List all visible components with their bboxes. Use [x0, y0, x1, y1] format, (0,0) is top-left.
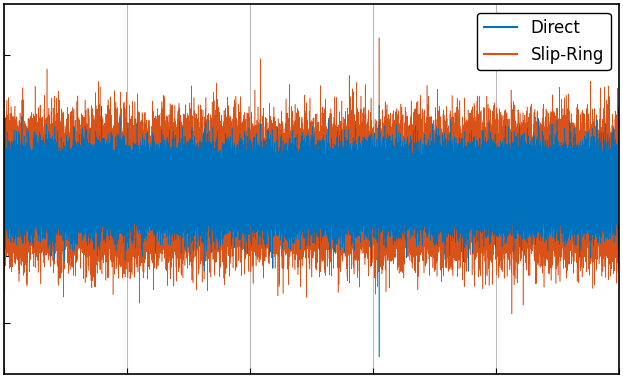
Direct — [1, 178, 8, 182]
Direct — [324, 195, 331, 200]
Slip-Ring — [75, 239, 83, 244]
Slip-Ring — [14, 159, 22, 164]
Direct — [558, 163, 565, 168]
Line: Slip-Ring: Slip-Ring — [4, 38, 619, 314]
Direct — [376, 103, 383, 107]
Slip-Ring — [558, 175, 565, 179]
Slip-Ring — [392, 170, 399, 175]
Slip-Ring — [375, 36, 383, 40]
Direct — [392, 180, 399, 184]
Slip-Ring — [324, 233, 331, 237]
Slip-Ring — [508, 312, 516, 316]
Direct — [14, 169, 22, 173]
Direct — [376, 355, 383, 359]
Slip-Ring — [615, 217, 622, 222]
Direct — [75, 158, 83, 163]
Direct — [585, 199, 592, 203]
Legend: Direct, Slip-Ring: Direct, Slip-Ring — [477, 12, 611, 70]
Slip-Ring — [1, 157, 8, 162]
Direct — [615, 184, 622, 189]
Line: Direct: Direct — [4, 105, 619, 357]
Slip-Ring — [585, 192, 592, 197]
